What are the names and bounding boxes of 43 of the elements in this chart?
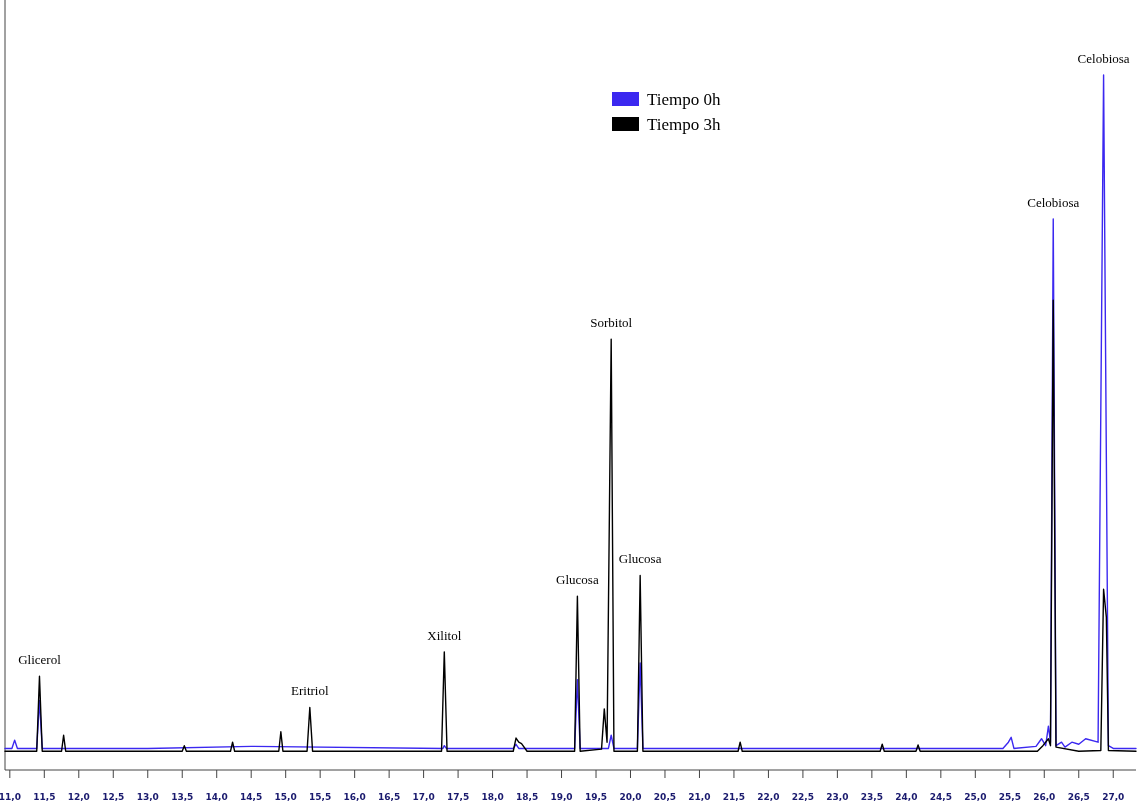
- x-tick-label: 17,5: [446, 792, 470, 802]
- x-tick-label: 25,5: [998, 792, 1021, 802]
- annotation: Eritriol: [291, 683, 329, 699]
- x-tick-label: 19,0: [550, 792, 573, 802]
- x-tick-label: 23,5: [860, 792, 883, 802]
- annotation: Xilitol: [427, 627, 462, 643]
- x-tick-label: 24,0: [895, 792, 918, 802]
- x-tick-label: 20,5: [653, 792, 677, 802]
- x-tick-label: 18,5: [515, 792, 539, 802]
- x-tick-label: 14,5: [240, 792, 263, 802]
- annotation: Celobiosa: [1027, 194, 1080, 210]
- x-tick-label: 15,5: [309, 792, 332, 802]
- x-tick-label: 12,0: [67, 792, 90, 802]
- x-tick-label: 19,5: [584, 792, 608, 802]
- x-tick-label: 12,5: [102, 792, 125, 802]
- x-tick-label: 16,0: [343, 792, 366, 802]
- x-tick-label: 27,0: [1102, 792, 1125, 802]
- x-tick-label: 13,0: [136, 792, 159, 802]
- x-tick-label: 13,5: [171, 792, 194, 802]
- x-tick-label: 11,5: [33, 792, 56, 802]
- x-tick-label: 24,5: [929, 792, 952, 802]
- x-tick-label: 22,0: [757, 792, 780, 802]
- annotation: Glucosa: [618, 551, 662, 567]
- x-tick-label: 16,5: [378, 792, 401, 802]
- x-tick-label: 21,5: [722, 792, 746, 802]
- x-tick-label: 15,0: [274, 792, 297, 802]
- x-tick-label: 11,0: [0, 792, 21, 802]
- annotation: Sorbitol: [590, 315, 633, 331]
- legend-label: Tiempo 0h: [647, 90, 722, 109]
- annotation: Glucosa: [556, 572, 599, 588]
- x-tick-label: 26,0: [1033, 792, 1056, 802]
- x-tick-label: 26,5: [1067, 792, 1090, 802]
- x-tick-label: 25,0: [964, 792, 987, 802]
- annotation: Celobiosa: [1077, 51, 1130, 66]
- x-tick-label: 20,0: [619, 792, 642, 802]
- x-tick-label: 22,5: [791, 792, 815, 802]
- x-tick-label: 21,0: [688, 792, 711, 802]
- x-tick-label: 18,0: [481, 792, 504, 802]
- x-tick-label: 14,0: [205, 792, 228, 802]
- legend-label: Tiempo 3h: [647, 115, 722, 134]
- annotation: Glicerol: [18, 652, 62, 668]
- x-tick-label: 23,0: [826, 792, 849, 802]
- x-tick-label: 17,0: [412, 792, 435, 802]
